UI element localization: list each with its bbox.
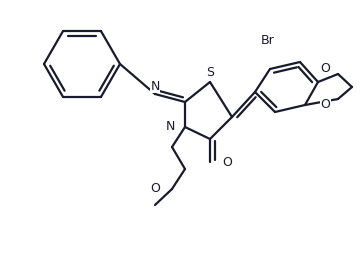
Text: O: O: [222, 155, 232, 168]
Text: Br: Br: [261, 35, 275, 47]
Text: O: O: [320, 98, 330, 111]
Text: N: N: [166, 120, 175, 134]
Text: O: O: [320, 63, 330, 76]
Text: N: N: [150, 79, 160, 93]
Text: O: O: [150, 183, 160, 196]
Text: S: S: [206, 66, 214, 79]
